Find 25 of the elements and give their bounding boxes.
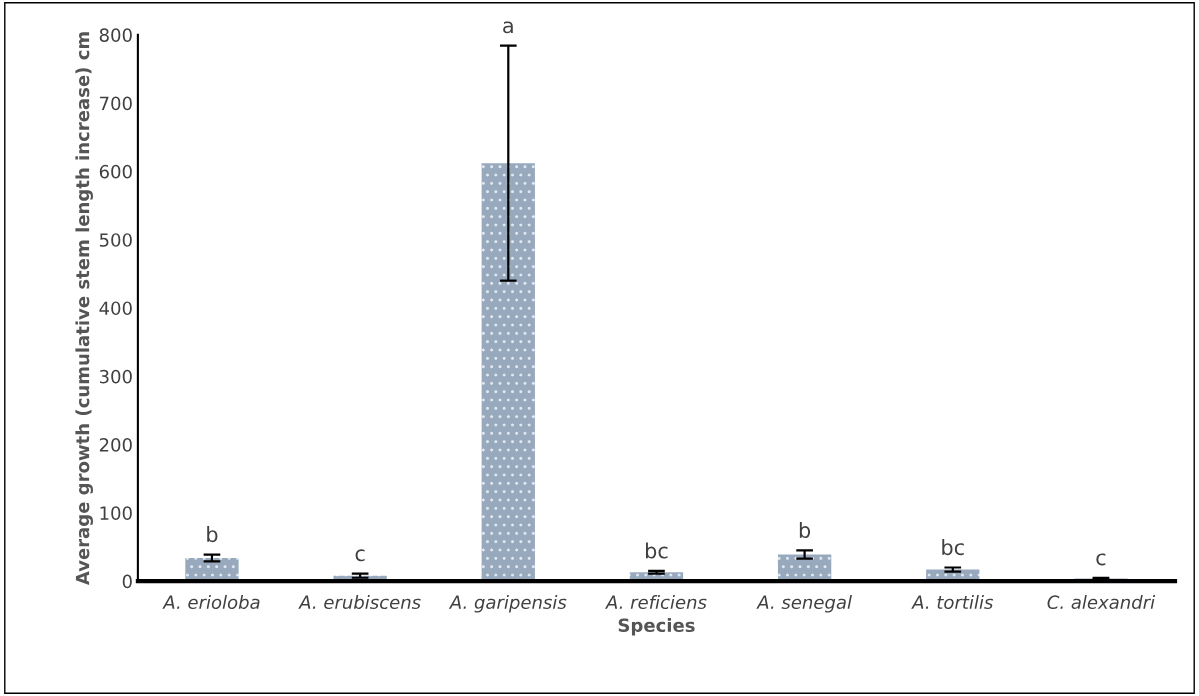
x-tick-label: A. erubiscens — [298, 595, 421, 610]
y-tick-label: 500 — [99, 233, 132, 247]
y-tick-label: 300 — [99, 369, 132, 384]
annotation: a — [503, 21, 513, 34]
x-tick-label: C. alexandri — [1047, 595, 1156, 610]
y-tick-label: 400 — [99, 301, 132, 316]
x-axis-title: Species — [618, 618, 695, 636]
y-tick-label: 200 — [99, 438, 132, 452]
y-axis-title: Average growth (cumulative stem length increase) cm — [75, 32, 93, 586]
x-tick-label: A. reficiens — [605, 595, 707, 610]
y-tick-label: 100 — [100, 506, 132, 520]
y-tick-label: 700 — [100, 96, 132, 111]
annotation: b — [207, 526, 218, 543]
y-tick-label: 600 — [99, 164, 132, 179]
x-tick-label: A. erioloba — [162, 595, 260, 610]
y-tick-label: 0 — [122, 574, 132, 589]
annotation: bc — [646, 542, 668, 559]
annotation: c — [355, 549, 365, 562]
x-tick-label: A. senegal — [756, 595, 852, 613]
x-tick-label: A. tortilis — [911, 595, 994, 610]
y-tick-label: 800 — [99, 28, 132, 42]
annotation: bc — [942, 539, 964, 556]
x-tick-label: A. garipensis — [448, 595, 567, 613]
annotation: c — [1096, 553, 1106, 566]
annotation: b — [799, 521, 811, 539]
